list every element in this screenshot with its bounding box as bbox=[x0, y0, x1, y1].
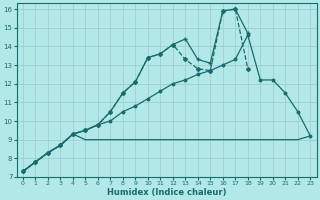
X-axis label: Humidex (Indice chaleur): Humidex (Indice chaleur) bbox=[107, 188, 226, 197]
